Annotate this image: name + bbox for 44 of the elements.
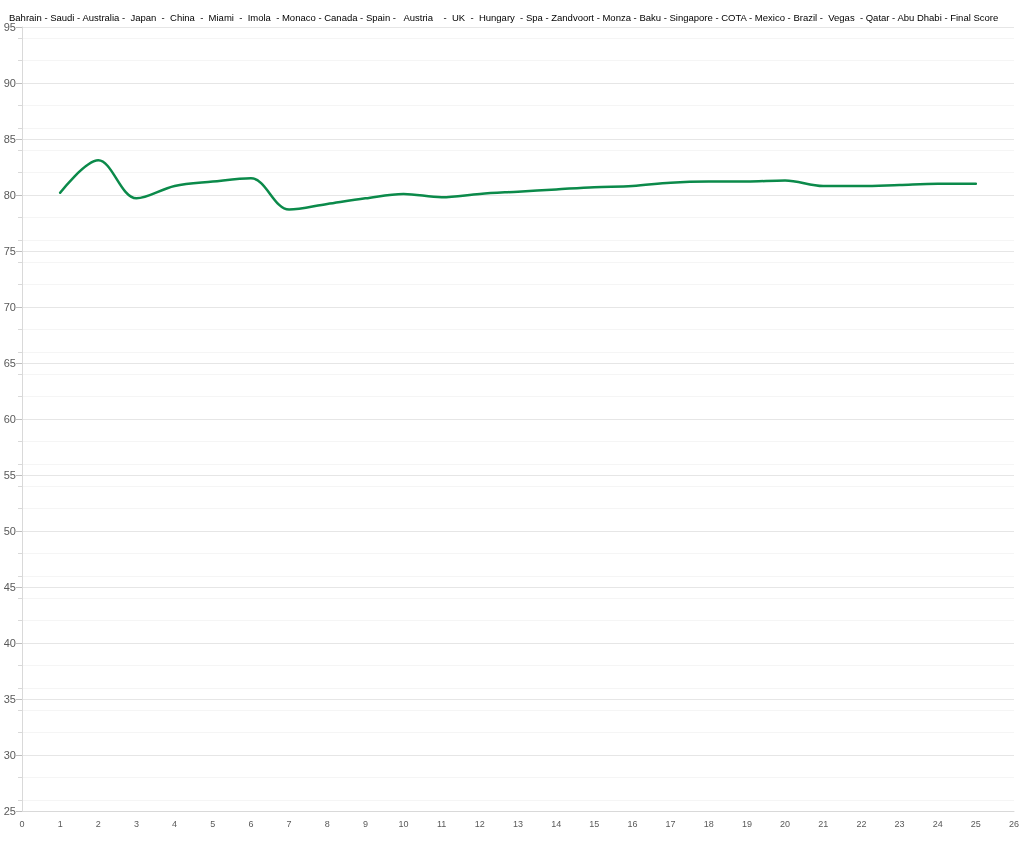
x-tick-label: 1 bbox=[57, 818, 63, 829]
x-tick-label: 3 bbox=[133, 818, 139, 829]
y-tick-label: 85 bbox=[3, 133, 16, 145]
x-tick-label: 25 bbox=[970, 818, 981, 829]
x-tick-label: 12 bbox=[474, 818, 485, 829]
chart-title: Bahrain - Saudi - Australia - Japan - China - Miami - Imola - Monaco - Canada - Spain - Austria - UK - Hungary - Spa - Zandvoort - Monza - Baku - Singapore - COTA - Mexico - Brazil - Vegas - Qatar - Abu Dhabi - Final Score bbox=[9, 11, 999, 23]
x-tick-label: 16 bbox=[627, 818, 638, 829]
y-tick-label: 75 bbox=[3, 245, 16, 257]
x-tick-label: 14 bbox=[551, 818, 562, 829]
y-tick-label: 95 bbox=[3, 21, 16, 33]
y-tick-label: 80 bbox=[3, 189, 16, 201]
x-tick-label: 18 bbox=[703, 818, 714, 829]
y-tick-label: 40 bbox=[3, 637, 16, 649]
x-tick-label: 0 bbox=[19, 818, 25, 829]
y-tick-label: 70 bbox=[3, 301, 16, 313]
x-tick-label: 23 bbox=[894, 818, 905, 829]
x-tick-label: 20 bbox=[780, 818, 791, 829]
x-tick-label: 9 bbox=[362, 818, 368, 829]
x-tick-label: 13 bbox=[512, 818, 524, 829]
y-tick-label: 45 bbox=[3, 581, 16, 593]
x-tick-label: 2 bbox=[95, 818, 101, 829]
line-series bbox=[58, 159, 978, 211]
y-tick-label: 35 bbox=[3, 693, 16, 705]
y-tick-label: 55 bbox=[3, 469, 16, 481]
x-tick-label: 5 bbox=[210, 818, 216, 829]
x-tick-label: 7 bbox=[286, 818, 292, 829]
x-tick-label: 11 bbox=[437, 818, 447, 829]
x-tick-label: 21 bbox=[818, 818, 829, 829]
y-tick-label: 25 bbox=[3, 805, 16, 817]
x-tick-label: 10 bbox=[398, 818, 409, 829]
y-tick-label: 30 bbox=[3, 749, 16, 761]
x-tick-label: 15 bbox=[589, 818, 600, 829]
x-tick-label: 24 bbox=[932, 818, 943, 829]
x-tick-label: 26 bbox=[1008, 818, 1020, 829]
x-tick-label: 4 bbox=[172, 818, 178, 829]
x-tick-label: 22 bbox=[856, 818, 867, 829]
x-tick-label: 6 bbox=[248, 818, 254, 829]
y-tick-label: 90 bbox=[3, 77, 16, 89]
x-tick-label: 19 bbox=[741, 818, 752, 829]
y-tick-label: 50 bbox=[3, 525, 16, 537]
y-tick-label: 60 bbox=[3, 413, 16, 425]
y-tick-label: 65 bbox=[3, 357, 16, 369]
x-tick-label: 17 bbox=[665, 818, 676, 829]
x-tick-label: 8 bbox=[324, 818, 330, 829]
